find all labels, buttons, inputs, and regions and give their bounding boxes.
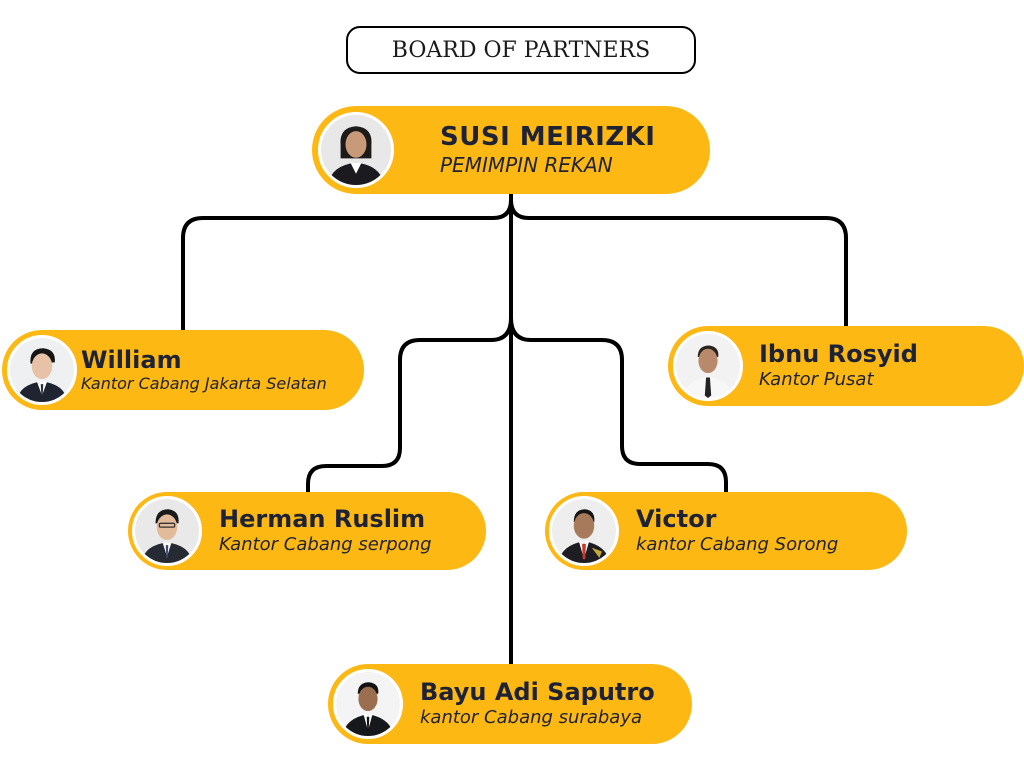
partner-card-bayu: Bayu Adi Saputro kantor Cabang surabaya (328, 664, 692, 744)
partner-card-victor: Victor kantor Cabang Sorong (545, 492, 907, 570)
chart-title: BOARD OF PARTNERS (346, 26, 696, 74)
connector-victor (509, 317, 728, 492)
person-photo-icon (333, 669, 403, 739)
partner-card-william: William Kantor Cabang Jakarta Selatan (2, 330, 364, 410)
person-photo-icon (7, 335, 77, 405)
person-photo-icon (132, 496, 202, 566)
partner-role-ibnu: Kantor Pusat (759, 369, 874, 390)
partner-role-bayu: kantor Cabang surabaya (420, 707, 643, 728)
partner-name-bayu: Bayu Adi Saputro (420, 678, 655, 707)
partner-card-herman: Herman Ruslim Kantor Cabang serpong (128, 492, 486, 570)
partner-name-victor: Victor (636, 505, 717, 534)
leader-role: PEMIMPIN REKAN (440, 152, 613, 177)
partner-role-victor: kantor Cabang Sorong (636, 534, 839, 555)
connector-ibnu (509, 199, 848, 328)
partner-role-herman: Kantor Cabang serpong (219, 534, 432, 555)
leader-card: SUSI MEIRIZKI PEMIMPIN REKAN (312, 106, 710, 194)
partner-card-ibnu: Ibnu Rosyid Kantor Pusat (668, 326, 1024, 406)
connector-herman (306, 317, 513, 492)
leader-name: SUSI MEIRIZKI (440, 122, 656, 153)
person-photo-icon (318, 112, 394, 188)
partner-role-william: Kantor Cabang Jakarta Selatan (81, 374, 327, 394)
person-photo-icon (549, 496, 619, 566)
partner-name-william: William (81, 345, 182, 374)
person-photo-icon (673, 331, 743, 401)
connector-william (181, 199, 513, 330)
partner-name-herman: Herman Ruslim (219, 505, 426, 534)
partner-name-ibnu: Ibnu Rosyid (759, 340, 918, 369)
